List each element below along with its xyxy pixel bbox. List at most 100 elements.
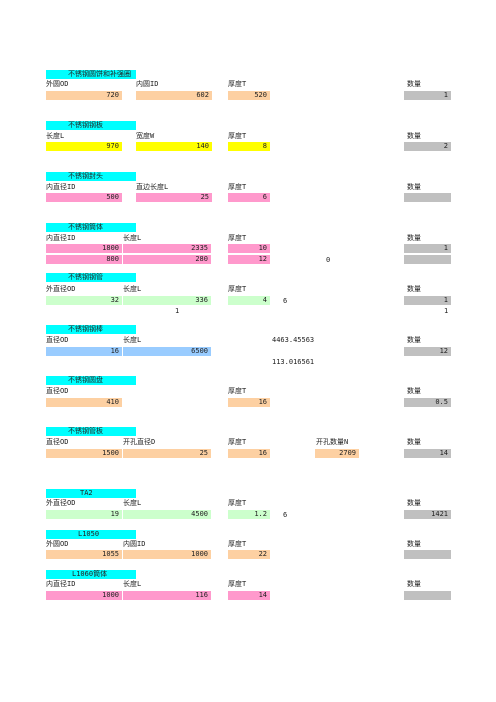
header-thickness: 厚度T [228, 234, 247, 242]
header-quantity: 数量 [407, 580, 421, 588]
thickness-value-cell[interactable]: 16 [228, 398, 270, 407]
header-length: 长度L [123, 336, 142, 344]
thickness-value-cell[interactable]: 4 [228, 296, 270, 305]
header-od: 外圆OD [46, 540, 69, 548]
hole-count-value-cell[interactable]: 2709 [315, 449, 359, 458]
section-title: 不锈钢圆饼和补强圈 [46, 70, 136, 79]
id-value-cell[interactable]: 1000 [123, 550, 211, 559]
computed-value: 113.016561 [272, 358, 315, 366]
header-inner-diameter: 内直径ID [46, 183, 76, 191]
header-quantity: 数量 [407, 183, 421, 191]
width-value-cell[interactable]: 140 [136, 142, 212, 151]
quantity-value-cell[interactable]: 0.5 [404, 398, 451, 407]
od-value-cell[interactable]: 19 [46, 510, 122, 519]
computed-value: 6 [283, 297, 288, 305]
id-value-cell[interactable]: 500 [46, 193, 122, 202]
section-title: 不锈钢圆盘 [46, 376, 136, 385]
quantity-value-cell[interactable]: 2 [404, 142, 451, 151]
quantity-value-cell[interactable] [404, 550, 451, 559]
header-thickness: 厚度T [228, 132, 247, 140]
header-thickness: 厚度T [228, 438, 247, 446]
header-straight-length: 直边长度L [136, 183, 169, 191]
header-inner-diameter: 内直径ID [46, 234, 76, 242]
header-quantity: 数量 [407, 499, 421, 507]
length-value-cell[interactable]: 6500 [123, 347, 211, 356]
section-title: 不锈钢钢板 [46, 121, 136, 130]
header-id: 内圆ID [136, 80, 159, 88]
section-title: 不锈钢封头 [46, 172, 136, 181]
od-value-cell[interactable]: 720 [46, 91, 122, 100]
header-quantity: 数量 [407, 540, 421, 548]
header-length: 长度L [123, 234, 142, 242]
header-outer-diameter: 外直径OD [46, 285, 76, 293]
quantity-value-cell[interactable]: 14 [404, 449, 451, 458]
header-inner-diameter: 内直径ID [46, 580, 76, 588]
header-quantity: 数量 [407, 387, 421, 395]
length-value-cell[interactable]: 336 [123, 296, 211, 305]
diameter-value-cell[interactable]: 16 [46, 347, 122, 356]
quantity-value-cell[interactable] [404, 255, 451, 264]
header-outer-diameter: 外直径OD [46, 499, 76, 507]
thickness-value-cell[interactable]: 10 [228, 244, 270, 253]
diameter-value-cell[interactable]: 1500 [46, 449, 122, 458]
length-value-cell[interactable]: 2335 [123, 244, 211, 253]
thickness-value-cell[interactable]: 8 [228, 142, 270, 151]
id-value-cell[interactable]: 1800 [46, 244, 122, 253]
id-value-cell[interactable]: 1000 [46, 591, 122, 600]
thickness-value-cell[interactable]: 22 [228, 550, 270, 559]
id-value-cell[interactable]: 800 [46, 255, 122, 264]
quantity-value-cell[interactable] [404, 591, 451, 600]
header-thickness: 厚度T [228, 387, 247, 395]
quantity-value-cell[interactable]: 12 [404, 347, 451, 356]
header-thickness: 厚度T [228, 80, 247, 88]
header-width: 宽度W [136, 132, 155, 140]
section-title: TA2 [46, 489, 136, 498]
quantity-value-cell[interactable]: 1 [404, 244, 451, 253]
od-value-cell[interactable]: 1055 [46, 550, 122, 559]
computed-value: 1 [175, 307, 180, 315]
length-value-cell[interactable]: 25 [136, 193, 212, 202]
quantity-value-cell[interactable]: 1 [404, 296, 451, 305]
thickness-value-cell[interactable]: 520 [228, 91, 270, 100]
header-quantity: 数量 [407, 438, 421, 446]
od-value-cell[interactable]: 32 [46, 296, 122, 305]
header-thickness: 厚度T [228, 285, 247, 293]
id-value-cell[interactable]: 602 [136, 91, 212, 100]
header-diameter: 直径OD [46, 438, 69, 446]
header-thickness: 厚度T [228, 540, 247, 548]
header-hole-diameter: 开孔直径D [123, 438, 156, 446]
thickness-value-cell[interactable]: 16 [228, 449, 270, 458]
header-length: 长度L [46, 132, 65, 140]
length-value-cell[interactable]: 116 [123, 591, 211, 600]
header-quantity: 数量 [407, 132, 421, 140]
header-quantity: 数量 [407, 80, 421, 88]
thickness-value-cell[interactable]: 12 [228, 255, 270, 264]
header-id: 内圆ID [123, 540, 146, 548]
hole-diameter-value-cell[interactable]: 25 [123, 449, 211, 458]
header-hole-count: 开孔数量N [316, 438, 349, 446]
thickness-value-cell[interactable]: 6 [228, 193, 270, 202]
thickness-value-cell[interactable]: 1.2 [228, 510, 270, 519]
header-quantity: 数量 [407, 285, 421, 293]
header-thickness: 厚度T [228, 580, 247, 588]
section-title: 不锈钢钢管 [46, 273, 136, 282]
computed-value: 0 [326, 256, 331, 264]
quantity-value-cell[interactable] [404, 193, 451, 202]
diameter-value-cell[interactable]: 410 [46, 398, 122, 407]
quantity-value-cell[interactable]: 1421 [404, 510, 451, 519]
thickness-value-cell[interactable]: 14 [228, 591, 270, 600]
header-diameter: 直径OD [46, 387, 69, 395]
header-quantity: 数量 [407, 234, 421, 242]
header-diameter: 直径OD [46, 336, 69, 344]
header-quantity: 数量 [407, 336, 421, 344]
header-od: 外圆OD [46, 80, 69, 88]
header-length: 长度L [123, 285, 142, 293]
length-value-cell[interactable]: 280 [123, 255, 211, 264]
computed-value: 4463.45563 [272, 336, 315, 344]
section-title: 不锈钢管板 [46, 427, 136, 436]
section-title: L1050 [46, 530, 136, 539]
length-value-cell[interactable]: 970 [46, 142, 122, 151]
length-value-cell[interactable]: 4500 [123, 510, 211, 519]
quantity-value-cell[interactable]: 1 [404, 91, 451, 100]
section-title: L1060筒体 [46, 570, 136, 579]
